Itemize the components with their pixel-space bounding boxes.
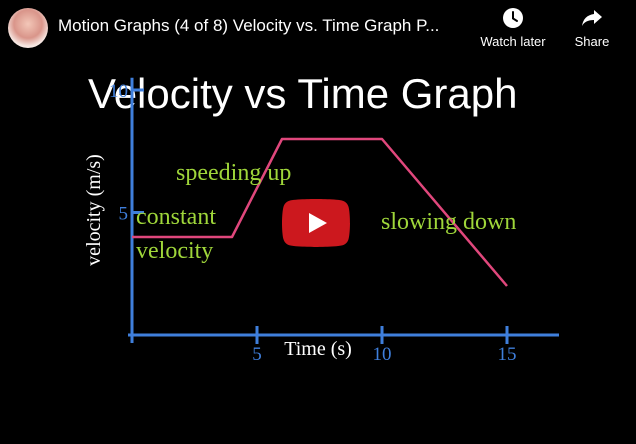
share-arrow-icon bbox=[582, 10, 602, 26]
share-label: Share bbox=[574, 34, 610, 49]
watch-later-button[interactable]: Watch later bbox=[472, 6, 554, 49]
y-tick-label: 5 bbox=[119, 204, 129, 225]
series-line bbox=[132, 137, 508, 287]
chart-title: Velocity vs Time Graph bbox=[88, 70, 518, 117]
clock-icon bbox=[503, 8, 523, 28]
x-tick-label: 10 bbox=[373, 344, 392, 365]
annotation-velocity: velocity bbox=[136, 238, 213, 264]
video-header: Motion Graphs (4 of 8) Velocity vs. Time… bbox=[0, 0, 636, 56]
x-tick-label: 15 bbox=[498, 344, 517, 365]
annotation-slowing-down: slowing down bbox=[381, 209, 516, 235]
share-button[interactable]: Share bbox=[566, 6, 618, 49]
y-tick-label: 10 bbox=[109, 81, 128, 102]
annotation-constant: constant bbox=[136, 204, 216, 230]
x-tick-label: 5 bbox=[252, 344, 262, 365]
x-axis-label: Time (s) bbox=[284, 338, 352, 360]
youtube-play-icon[interactable] bbox=[282, 199, 350, 247]
annotation-speeding-up: speeding up bbox=[176, 160, 291, 186]
y-axis-label: velocity (m/s) bbox=[83, 154, 105, 266]
channel-avatar[interactable] bbox=[8, 8, 48, 48]
watch-later-label: Watch later bbox=[480, 34, 546, 49]
